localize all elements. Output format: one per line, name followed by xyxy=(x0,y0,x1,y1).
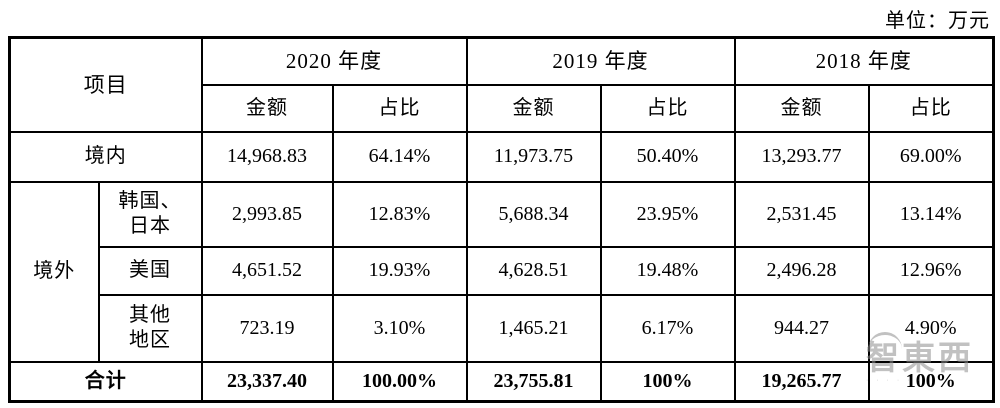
column-header-item: 项目 xyxy=(8,36,203,133)
row-label-usa: 美国 xyxy=(97,245,203,296)
column-header-year-2018: 2018 年度 xyxy=(733,36,995,86)
domestic-amount-2018: 13,293.77 xyxy=(733,130,870,183)
total-share-2019: 100% xyxy=(599,360,736,403)
korea-japan-label-line1: 韩国、 xyxy=(118,190,182,212)
total-amount-2019: 23,755.81 xyxy=(465,360,602,403)
column-header-year-2019: 2019 年度 xyxy=(465,36,736,86)
other-regions-share-2020: 3.10% xyxy=(331,293,468,363)
column-header-share-2019: 占比 xyxy=(599,83,736,133)
usa-share-2018: 12.96% xyxy=(867,245,995,296)
header-row-subcolumns: 金额 占比 金额 占比 金额 占比 xyxy=(10,83,995,133)
korea-japan-share-2020: 12.83% xyxy=(331,180,468,248)
table-row-usa: 美国 4,651.52 19.93% 4,628.51 19.48% 2,496… xyxy=(10,245,995,296)
korea-japan-amount-2020: 2,993.85 xyxy=(200,180,334,248)
row-label-korea-japan: 韩国、 日本 xyxy=(97,180,203,248)
usa-amount-2020: 4,651.52 xyxy=(200,245,334,296)
other-regions-amount-2019: 1,465.21 xyxy=(465,293,602,363)
other-regions-share-2019: 6.17% xyxy=(599,293,736,363)
column-header-amount-2020: 金额 xyxy=(200,83,334,133)
table-row-total: 合计 23,337.40 100.00% 23,755.81 100% 19,2… xyxy=(8,360,995,403)
domestic-share-2020: 64.14% xyxy=(331,130,468,183)
unit-label: 单位：万元 xyxy=(885,10,990,32)
korea-japan-share-2019: 23.95% xyxy=(599,180,736,248)
other-regions-amount-2020: 723.19 xyxy=(200,293,334,363)
row-label-other-regions: 其他 地区 xyxy=(97,293,203,363)
domestic-amount-2020: 14,968.83 xyxy=(200,130,334,183)
usa-share-2020: 19.93% xyxy=(331,245,468,296)
other-regions-share-2018: 4.90% xyxy=(867,293,995,363)
column-header-year-2020: 2020 年度 xyxy=(200,36,468,86)
korea-japan-amount-2018: 2,531.45 xyxy=(733,180,870,248)
row-group-label-overseas: 境外 xyxy=(8,180,100,363)
domestic-amount-2019: 11,973.75 xyxy=(465,130,602,183)
row-label-domestic: 境内 xyxy=(8,130,203,183)
column-header-share-2020: 占比 xyxy=(331,83,468,133)
revenue-by-region-table: 项目 2020 年度 2019 年度 2018 年度 金额 占比 金额 占比 金… xyxy=(8,36,995,403)
table-row-other-regions: 其他 地区 723.19 3.10% 1,465.21 6.17% 944.27… xyxy=(10,293,995,363)
other-regions-amount-2018: 944.27 xyxy=(733,293,870,363)
table-row-korea-japan: 境外 韩国、 日本 2,993.85 12.83% 5,688.34 23.95… xyxy=(8,180,995,363)
usa-amount-2018: 2,496.28 xyxy=(733,245,870,296)
column-header-share-2018: 占比 xyxy=(867,83,995,133)
table-row-domestic: 境内 14,968.83 64.14% 11,973.75 50.40% 13,… xyxy=(8,130,995,183)
total-amount-2018: 19,265.77 xyxy=(733,360,870,403)
domestic-share-2018: 69.00% xyxy=(867,130,995,183)
total-amount-2020: 23,337.40 xyxy=(200,360,334,403)
total-share-2018: 100% xyxy=(867,360,995,403)
column-header-amount-2019: 金额 xyxy=(465,83,602,133)
row-label-total: 合计 xyxy=(8,360,203,403)
header-row-years: 项目 2020 年度 2019 年度 2018 年度 xyxy=(8,36,995,133)
korea-japan-amount-2019: 5,688.34 xyxy=(465,180,602,248)
domestic-share-2019: 50.40% xyxy=(599,130,736,183)
other-regions-label-line2: 地区 xyxy=(129,329,171,351)
usa-amount-2019: 4,628.51 xyxy=(465,245,602,296)
column-header-amount-2018: 金额 xyxy=(733,83,870,133)
korea-japan-label-line2: 日本 xyxy=(129,215,171,237)
korea-japan-share-2018: 13.14% xyxy=(867,180,995,248)
other-regions-label-line1: 其他 xyxy=(129,304,171,326)
total-share-2020: 100.00% xyxy=(331,360,468,403)
usa-share-2019: 19.48% xyxy=(599,245,736,296)
